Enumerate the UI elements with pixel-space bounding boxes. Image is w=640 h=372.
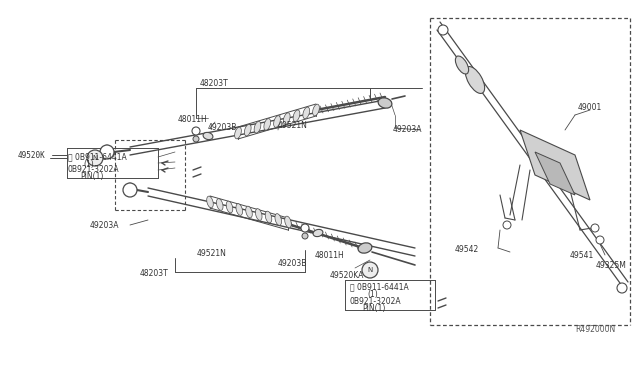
Ellipse shape xyxy=(244,124,251,136)
Text: 49325M: 49325M xyxy=(596,260,627,269)
Text: 49203A: 49203A xyxy=(90,221,120,230)
Text: R492000N: R492000N xyxy=(575,326,615,334)
Ellipse shape xyxy=(226,201,233,213)
Ellipse shape xyxy=(246,206,252,218)
Circle shape xyxy=(87,150,103,166)
Text: 48203T: 48203T xyxy=(200,80,228,89)
Text: 49520K: 49520K xyxy=(18,151,45,160)
Ellipse shape xyxy=(255,209,262,220)
Text: 49521N: 49521N xyxy=(197,248,227,257)
Ellipse shape xyxy=(285,216,291,228)
Ellipse shape xyxy=(235,127,241,139)
Text: 49521N: 49521N xyxy=(278,121,308,129)
Text: 49001: 49001 xyxy=(578,103,602,112)
Text: 0B921-3202A: 0B921-3202A xyxy=(68,166,120,174)
Circle shape xyxy=(302,233,308,239)
Circle shape xyxy=(591,224,599,232)
Text: ⓝ 0B911-6441A: ⓝ 0B911-6441A xyxy=(68,153,127,161)
Ellipse shape xyxy=(378,98,392,108)
Text: 48011H: 48011H xyxy=(178,115,208,125)
Ellipse shape xyxy=(456,56,468,74)
Polygon shape xyxy=(520,130,590,200)
Circle shape xyxy=(192,127,200,135)
Text: 49203B: 49203B xyxy=(278,259,307,267)
Text: N: N xyxy=(367,267,372,273)
Text: 48011H: 48011H xyxy=(315,250,345,260)
Text: PIN(1): PIN(1) xyxy=(362,304,385,312)
Ellipse shape xyxy=(465,67,484,93)
Circle shape xyxy=(617,283,627,293)
Text: 49203B: 49203B xyxy=(208,122,237,131)
Ellipse shape xyxy=(236,203,243,215)
Ellipse shape xyxy=(264,119,271,130)
Circle shape xyxy=(438,25,448,35)
Circle shape xyxy=(193,136,199,142)
Circle shape xyxy=(100,145,114,159)
Ellipse shape xyxy=(358,243,372,253)
Polygon shape xyxy=(535,152,575,195)
Ellipse shape xyxy=(303,107,310,119)
Circle shape xyxy=(123,183,137,197)
Ellipse shape xyxy=(274,116,280,127)
Text: ⓝ 0B911-6441A: ⓝ 0B911-6441A xyxy=(350,282,409,292)
Text: 49541: 49541 xyxy=(570,250,595,260)
Text: (1): (1) xyxy=(367,291,378,299)
Circle shape xyxy=(596,236,604,244)
Text: 0B921-3202A: 0B921-3202A xyxy=(350,296,402,305)
Ellipse shape xyxy=(207,196,213,208)
Ellipse shape xyxy=(284,113,290,124)
Ellipse shape xyxy=(312,104,319,116)
Circle shape xyxy=(301,224,309,232)
Text: 49203A: 49203A xyxy=(393,125,422,135)
Text: N: N xyxy=(92,155,98,161)
Text: (1): (1) xyxy=(83,160,93,170)
Text: 48203T: 48203T xyxy=(140,269,169,278)
Text: 49520KA: 49520KA xyxy=(330,270,364,279)
Ellipse shape xyxy=(265,211,272,223)
Ellipse shape xyxy=(313,230,323,237)
Circle shape xyxy=(503,221,511,229)
Circle shape xyxy=(362,262,378,278)
Ellipse shape xyxy=(254,121,261,133)
Ellipse shape xyxy=(293,110,300,122)
Text: PIN(1): PIN(1) xyxy=(80,173,104,182)
Text: 49542: 49542 xyxy=(455,246,479,254)
Ellipse shape xyxy=(216,199,223,210)
Ellipse shape xyxy=(275,214,282,225)
Ellipse shape xyxy=(203,132,213,140)
